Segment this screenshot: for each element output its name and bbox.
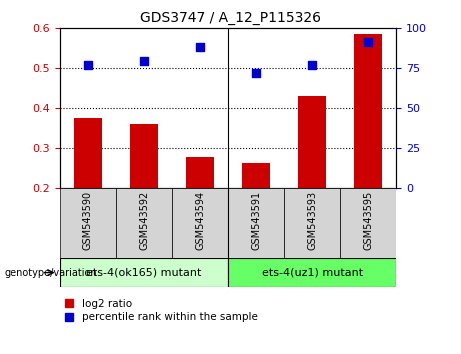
Point: [309, 62, 316, 68]
Point: [84, 62, 92, 68]
Text: GSM543590: GSM543590: [83, 191, 93, 250]
Point: [365, 39, 372, 45]
Bar: [74, 118, 102, 188]
Bar: [228, 188, 284, 258]
Legend: log2 ratio, percentile rank within the sample: log2 ratio, percentile rank within the s…: [65, 299, 258, 322]
Bar: [60, 188, 116, 258]
Bar: [355, 34, 383, 188]
Text: GSM543594: GSM543594: [195, 191, 205, 250]
Bar: [116, 188, 172, 258]
Text: genotype/variation: genotype/variation: [5, 268, 97, 278]
Bar: [298, 96, 326, 188]
Bar: [186, 157, 214, 188]
Text: GSM543592: GSM543592: [139, 191, 149, 250]
Text: GSM543595: GSM543595: [363, 191, 373, 250]
Bar: [130, 124, 158, 188]
Text: GSM543593: GSM543593: [307, 191, 317, 250]
Bar: [242, 162, 270, 188]
Text: GSM543591: GSM543591: [251, 191, 261, 250]
Bar: [60, 258, 228, 287]
Text: ets-4(ok165) mutant: ets-4(ok165) mutant: [86, 268, 202, 278]
Text: ets-4(uz1) mutant: ets-4(uz1) mutant: [262, 268, 363, 278]
Bar: [228, 258, 396, 287]
Bar: [340, 188, 396, 258]
Text: GDS3747 / A_12_P115326: GDS3747 / A_12_P115326: [140, 11, 321, 25]
Point: [253, 70, 260, 76]
Bar: [284, 188, 340, 258]
Point: [196, 45, 204, 50]
Point: [140, 58, 148, 64]
Bar: [172, 188, 228, 258]
